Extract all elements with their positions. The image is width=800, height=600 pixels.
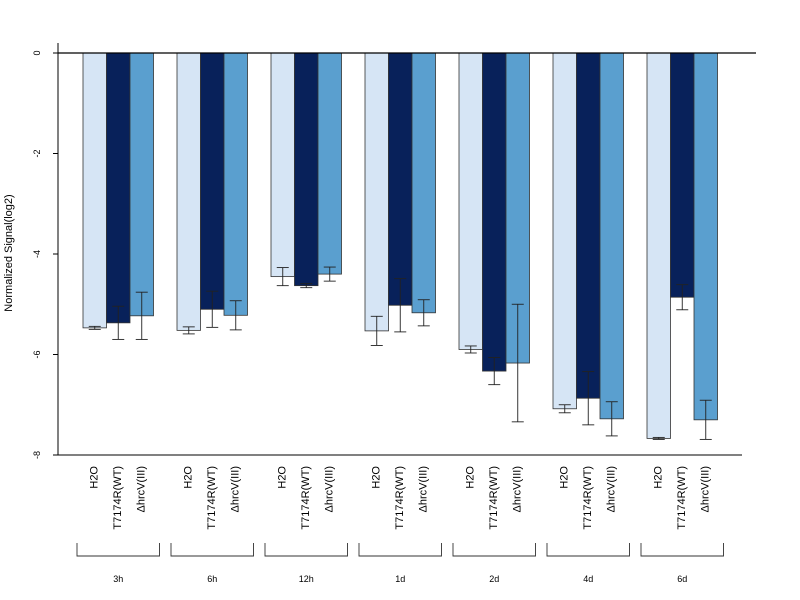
bar-6h-0 [176,52,201,331]
bar-label-4d-1: T7174R(WT) [582,466,594,530]
group-label-6h: 6h [207,574,217,584]
bar-2d-0 [458,52,483,350]
bar-label-6h-1: T7174R(WT) [206,466,218,530]
bar-label-12h-1: T7174R(WT) [300,466,312,530]
bar-1d-0 [364,52,389,332]
y-tick-label--8: -8 [32,451,42,459]
bar-12h-0 [270,52,295,278]
group-bracket-1d [358,543,442,557]
group-label-4d: 4d [583,574,593,584]
bars-layer [82,52,718,439]
bar-6h-1 [200,52,225,310]
group-label-2d: 2d [489,574,499,584]
bar-label-1d-0: H2O [371,466,383,489]
group-label-3h: 3h [113,574,123,584]
bar-4d-1 [576,52,601,399]
group-bracket-3h [76,543,160,557]
bar-label-3h-1: T7174R(WT) [112,466,124,530]
bar-label-12h-0: H2O [277,466,289,489]
bar-1d-1 [388,52,413,306]
y-tick-label--2: -2 [32,149,42,157]
bar-2d-1 [482,52,507,372]
error-bars-layer [88,266,712,440]
bar-label-6d-0: H2O [653,466,665,489]
y-axis-label: Normalized Signal(log2) [3,194,15,311]
bar-6d-0 [646,52,671,439]
group-label-1d: 1d [395,574,405,584]
bar-3h-2 [129,52,154,317]
bar-label-3h-2: ΔhrcV(III) [136,466,148,512]
bar-label-6h-0: H2O [183,466,195,489]
group-label-6d: 6d [677,574,687,584]
bar-label-2d-2: ΔhrcV(III) [512,466,524,512]
y-tick-label-0: 0 [32,50,42,55]
x-tick-labels: H2O T7174R(WT) ΔhrcV(III) 3h H2O T7174R(WT) Δh… [76,466,724,584]
bar-4d-2 [599,52,624,420]
group-bracket-6h [170,543,254,557]
bar-12h-2 [317,52,342,275]
bar-label-3h-0: H2O [89,466,101,489]
y-tick-label--4: -4 [32,250,42,258]
bar-12h-1 [294,52,319,287]
group-label-12h: 12h [299,574,314,584]
bar-1d-2 [411,52,436,314]
group-bracket-2d [452,543,536,557]
bar-6d-1 [670,52,695,298]
bar-label-6h-2: ΔhrcV(III) [230,466,242,512]
bar-3h-0 [82,52,107,329]
bar-label-1d-1: T7174R(WT) [394,466,406,530]
bar-6h-2 [223,52,248,316]
bar-label-1d-2: ΔhrcV(III) [418,466,430,512]
bar-6d-2 [693,52,718,421]
group-bracket-6d [640,543,724,557]
group-bracket-4d [546,543,630,557]
group-bracket-12h [264,543,348,557]
bar-label-6d-1: T7174R(WT) [676,466,688,530]
bar-label-2d-0: H2O [465,466,477,489]
bar-label-4d-2: ΔhrcV(III) [606,466,618,512]
bar-label-4d-0: H2O [559,466,571,489]
bar-3h-1 [106,52,131,324]
bar-label-12h-2: ΔhrcV(III) [324,466,336,512]
bar-label-6d-2: ΔhrcV(III) [700,466,712,512]
y-tick-label--6: -6 [32,350,42,358]
bar-4d-0 [552,52,577,410]
bar-label-2d-1: T7174R(WT) [488,466,500,530]
y-axis: 0 -2 -4 -6 -8 [32,43,756,459]
